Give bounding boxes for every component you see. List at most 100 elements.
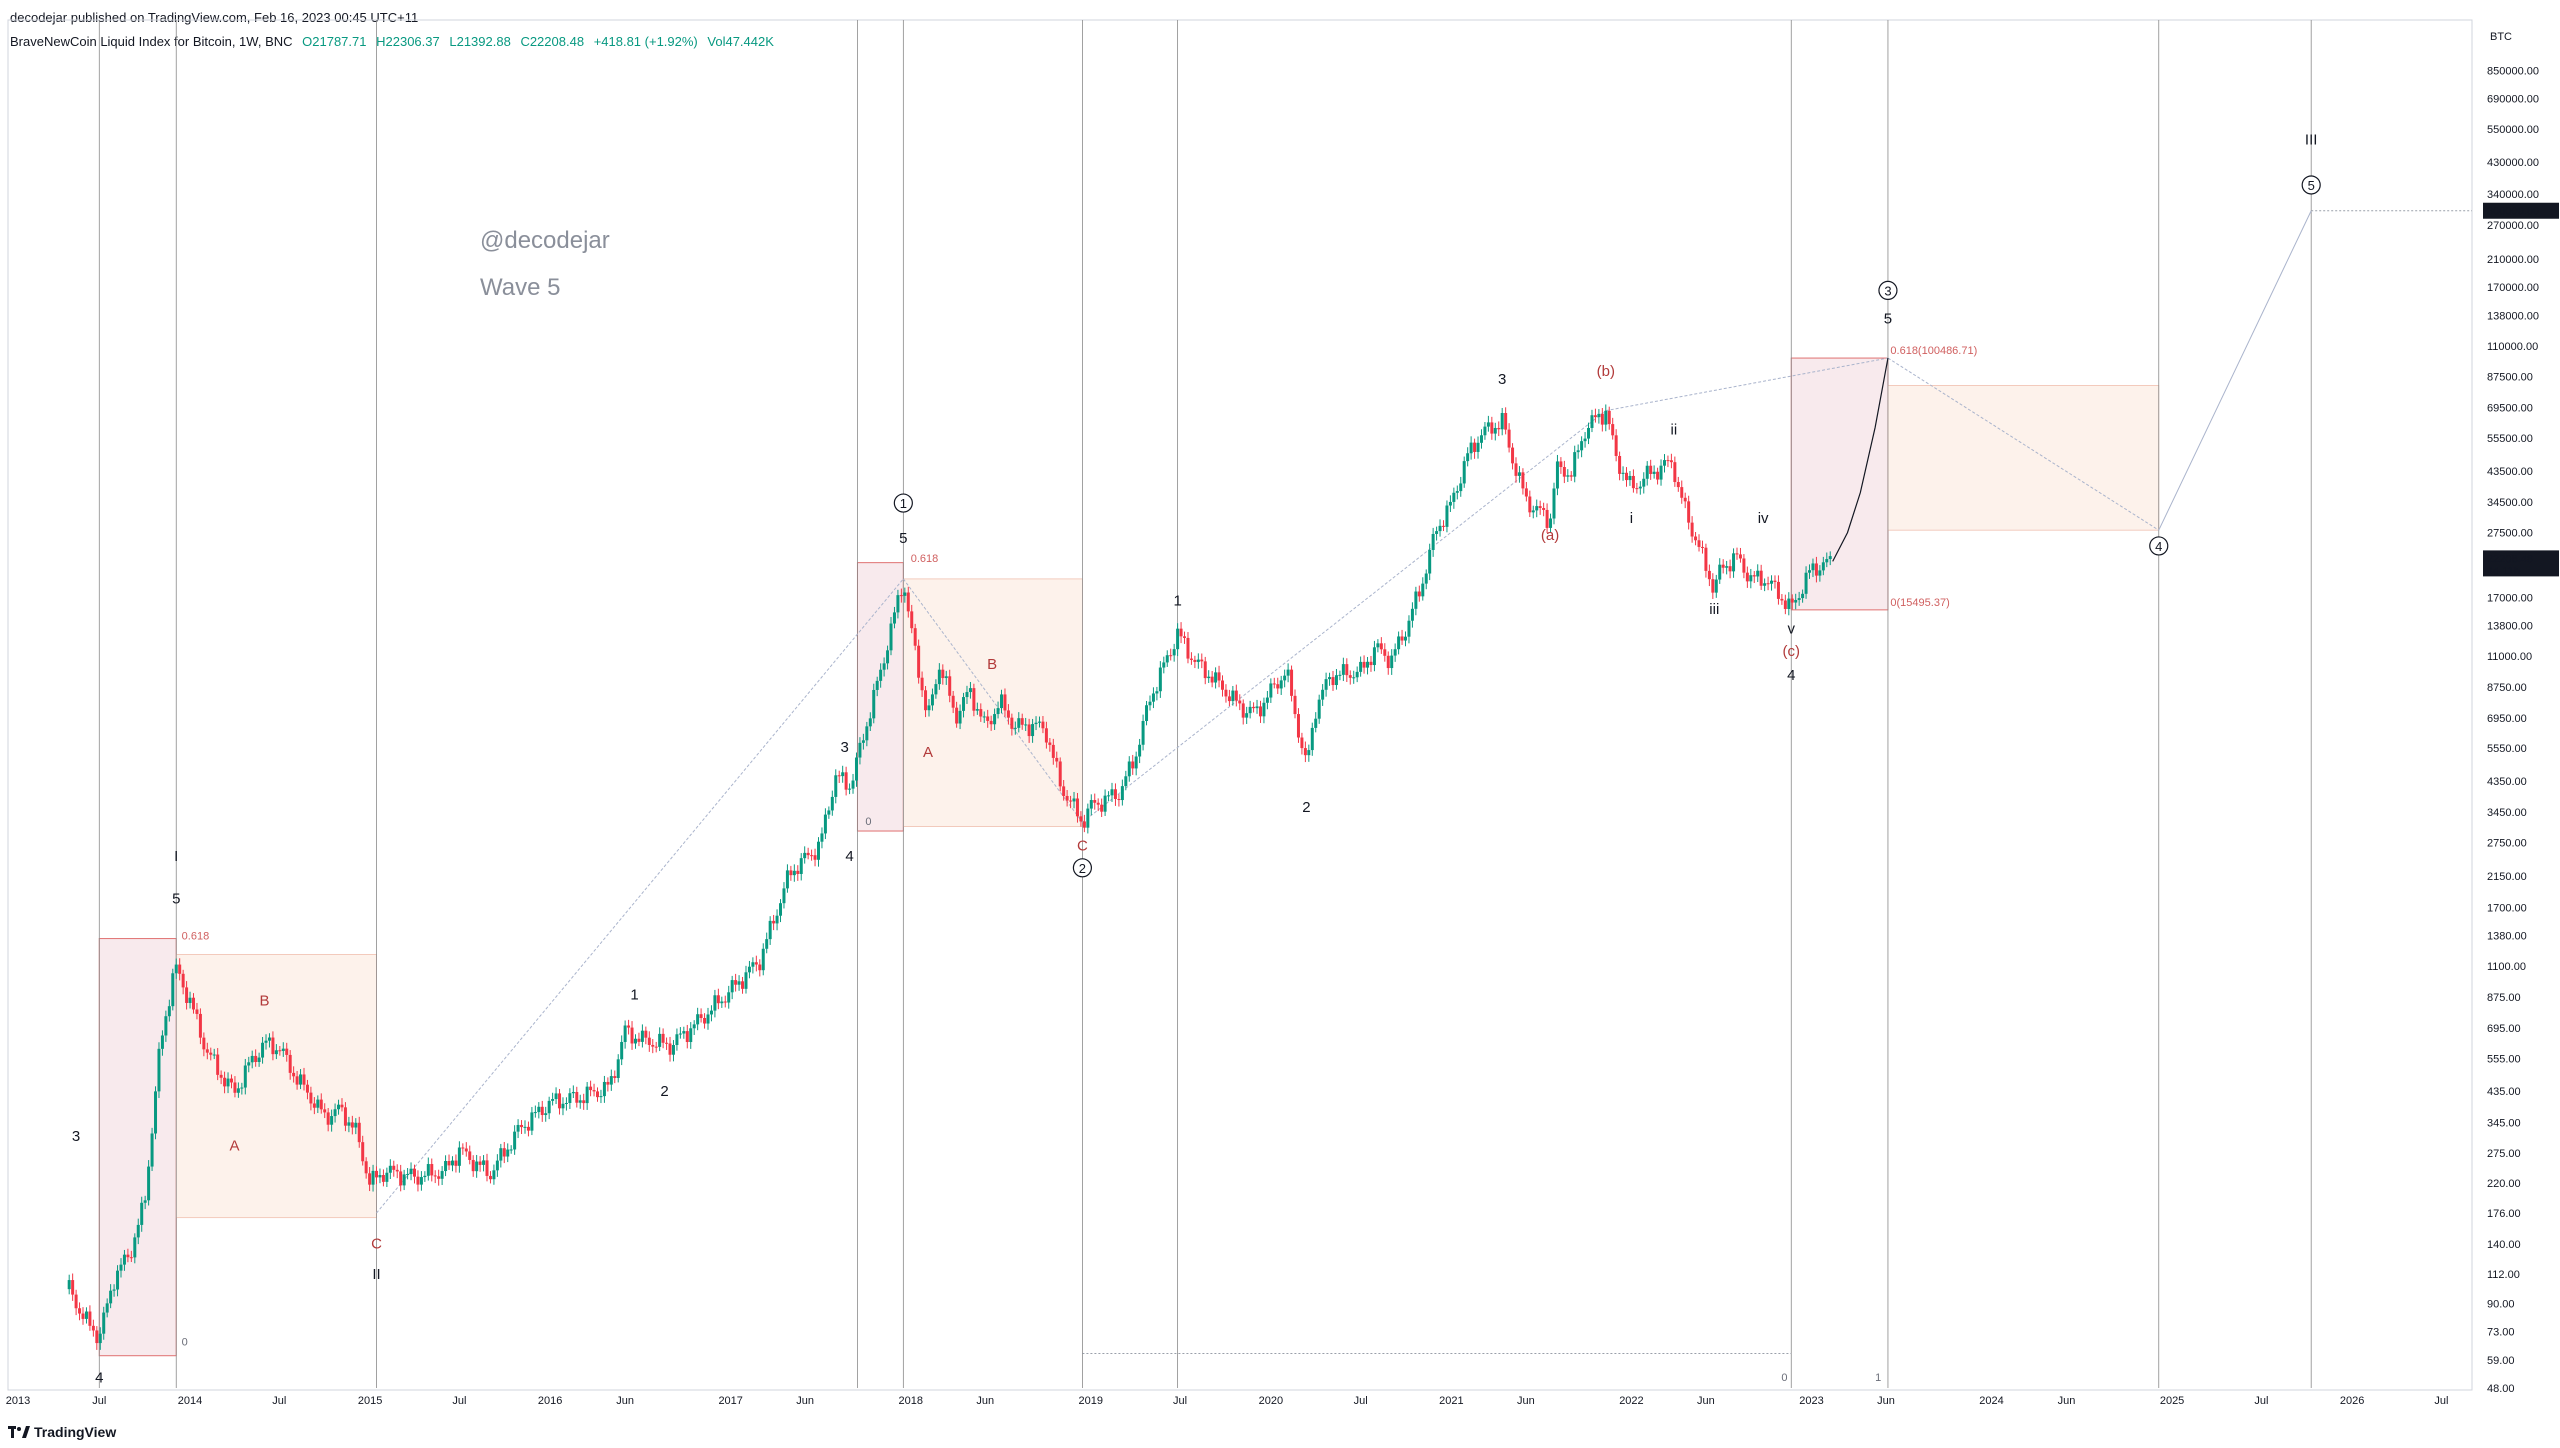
candle-body [930,694,934,706]
wave-label-12: 1 [900,496,907,511]
candle-body [1093,800,1097,803]
candle-body [1003,694,1007,711]
candle-body [1341,664,1345,675]
candle-body [671,1045,675,1055]
candle-body [1321,689,1325,700]
candle-body [913,628,917,646]
candle-body [212,1054,216,1056]
candle-body [1044,728,1048,743]
candle-body [1524,488,1528,497]
candle-body [1521,472,1525,489]
y-tick-label: 695.00 [2487,1023,2521,1035]
wave-circle-12 [893,493,913,513]
candle-body [399,1171,403,1186]
candle-body [1818,570,1822,576]
y-tick-label: 73.00 [2487,1327,2515,1339]
candle-body [875,680,879,690]
candle-body [157,1048,161,1092]
candle-body [689,1028,693,1043]
candle-body [1269,683,1273,698]
candle-body [281,1048,285,1051]
x-tick-label: Jul [92,1395,106,1407]
candle-body [1742,558,1746,573]
change-value: +418.81 (+1.92%) [593,34,698,49]
candle-body [192,997,196,1010]
candle-body [644,1030,648,1038]
candle-body [1517,472,1521,476]
candle-body [1479,435,1483,443]
wave-label-22: (b) [1597,363,1615,380]
target-label: 300000.00 [2487,206,2539,218]
candle-body [299,1074,303,1085]
candle-body [1580,441,1584,451]
candle-body [658,1033,662,1047]
candle-body [1293,695,1297,715]
candle-body [1628,475,1632,481]
fib-label-0: 0.618 [182,931,210,943]
candle-body [133,1237,137,1258]
candle-body [347,1122,351,1126]
candle-body [1607,410,1611,425]
candle-body [1614,435,1618,456]
candle-body [1290,669,1294,696]
candle-body [174,964,178,974]
candle-body [903,592,907,596]
candle-body [1393,649,1397,656]
candle-body [1728,566,1732,572]
candle-body [350,1122,354,1128]
candle-body [1514,463,1518,476]
y-tick-label: 170000.00 [2487,282,2539,294]
candle-body [868,718,872,727]
candle-body [1017,718,1021,728]
y-tick-label: 140.00 [2487,1239,2521,1251]
candle-body [385,1172,389,1182]
candle-body [1041,721,1045,729]
candle-body [116,1270,120,1290]
candle-body [585,1086,589,1104]
candle-body [122,1254,126,1265]
x-tick-label: Jun [796,1395,814,1407]
candle-body [368,1173,372,1185]
candle-body [1621,472,1625,474]
candle-body [1549,518,1553,528]
candle-body [1680,487,1684,498]
candle-body [841,772,845,777]
candle-body [986,716,990,721]
candle-body [91,1325,95,1331]
candle-body [1404,636,1408,641]
candle-body [1069,800,1073,802]
candle-body [872,689,876,719]
candle-body [575,1091,579,1103]
candle-body [1725,566,1729,568]
candle-body [1234,690,1238,701]
x-tick-label: Jul [2434,1395,2448,1407]
x-tick-label: 2019 [1079,1395,1103,1407]
candle-body [330,1116,334,1125]
candle-body [526,1126,530,1131]
wave-label-2: I [174,848,178,865]
candle-body [944,676,948,679]
candle-body [361,1142,365,1162]
candle-body [1421,583,1425,597]
candle-body [1300,737,1304,749]
candle-body [789,870,793,876]
wave-label-7: II [372,1266,380,1283]
fib-box-2 [856,562,904,832]
candle-body [692,1024,696,1029]
candle-body [1303,748,1307,756]
candle-body [1573,452,1577,477]
wave-circle-32 [2149,536,2169,556]
candle-body [482,1160,486,1165]
candles [67,404,1832,1350]
symbol-name[interactable]: BraveNewCoin Liquid Index for Bitcoin, 1… [10,34,293,49]
candle-body [1262,702,1266,717]
y-tick-label: 87500.00 [2487,372,2533,384]
candle-body [1528,496,1532,513]
candle-body [637,1038,641,1042]
last-price-badge [2483,550,2559,577]
candle-body [1455,491,1459,493]
candle-body [1179,628,1183,637]
candle-body [1649,465,1653,474]
y-tick-label: 690000.00 [2487,94,2539,106]
